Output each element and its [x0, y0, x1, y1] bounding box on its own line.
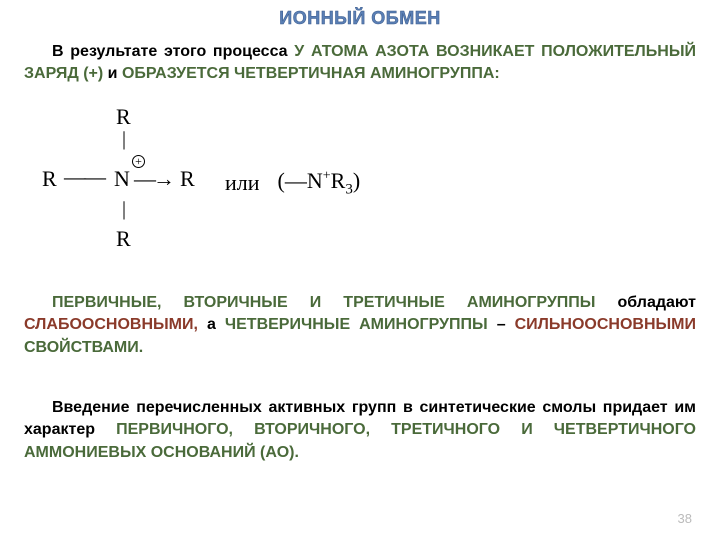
- r-right: R: [180, 166, 195, 192]
- r-top: R: [116, 104, 131, 130]
- or-label: или: [225, 170, 260, 196]
- chemical-structure: R | R —— N + —→ R | R: [42, 108, 217, 258]
- f-R: R: [331, 168, 346, 193]
- slide-title: ИОННЫЙ ОБМЕН: [24, 8, 696, 29]
- p2-green3: СВОЙСТВАМИ.: [24, 339, 143, 356]
- p2-green1: ПЕРВИЧНЫЕ, ВТОРИЧНЫЕ И ТРЕТИЧНЫЕ АМИНОГР…: [52, 294, 595, 311]
- f-sub: 3: [345, 181, 353, 197]
- bond-left: ——: [64, 164, 104, 190]
- p1-green2: ОБРАЗУЕТСЯ ЧЕТВЕРТИЧНАЯ АМИНОГРУППА:: [122, 65, 500, 82]
- page-number: 38: [678, 511, 692, 526]
- p2-rusty1: СЛАБООСНОВНЫМИ,: [24, 316, 198, 333]
- f-N: N: [307, 168, 323, 193]
- paragraph-3: Введение перечисленных активных групп в …: [24, 397, 696, 464]
- p2-mid2: а: [198, 316, 225, 333]
- p2-mid1: обладают: [595, 294, 696, 311]
- p3-green: ПЕРВИЧНОГО, ВТОРИЧНОГО, ТРЕТИЧНОГО И ЧЕТ…: [24, 421, 696, 460]
- f-close: ): [353, 168, 360, 193]
- bond-right: —→: [134, 166, 172, 192]
- p1-lead: В результате этого процесса: [52, 43, 294, 60]
- bond-bottom: |: [122, 198, 126, 221]
- f-sup: +: [323, 168, 331, 183]
- p2-rusty2: СИЛЬНООСНОВНЫМИ: [515, 316, 696, 333]
- paragraph-2: ПЕРВИЧНЫЕ, ВТОРИЧНЫЕ И ТРЕТИЧНЫЕ АМИНОГР…: [24, 292, 696, 359]
- bond-top: |: [122, 128, 126, 151]
- f-dash: —: [285, 168, 307, 193]
- r-bottom: R: [116, 226, 131, 252]
- inline-formula: (—N+R3): [278, 168, 361, 198]
- p2-green2: ЧЕТВЕРИЧНЫЕ АМИНОГРУППЫ: [225, 316, 488, 333]
- r-left: R: [42, 166, 57, 192]
- chemical-diagram-row: R | R —— N + —→ R | R или (—N+R3): [42, 108, 696, 258]
- paragraph-1: В результате этого процесса У АТОМА АЗОТ…: [24, 41, 696, 86]
- p2-mid3: –: [488, 316, 515, 333]
- p1-mid: и: [103, 65, 122, 82]
- nitrogen: N: [114, 166, 130, 192]
- f-open: (: [278, 168, 285, 193]
